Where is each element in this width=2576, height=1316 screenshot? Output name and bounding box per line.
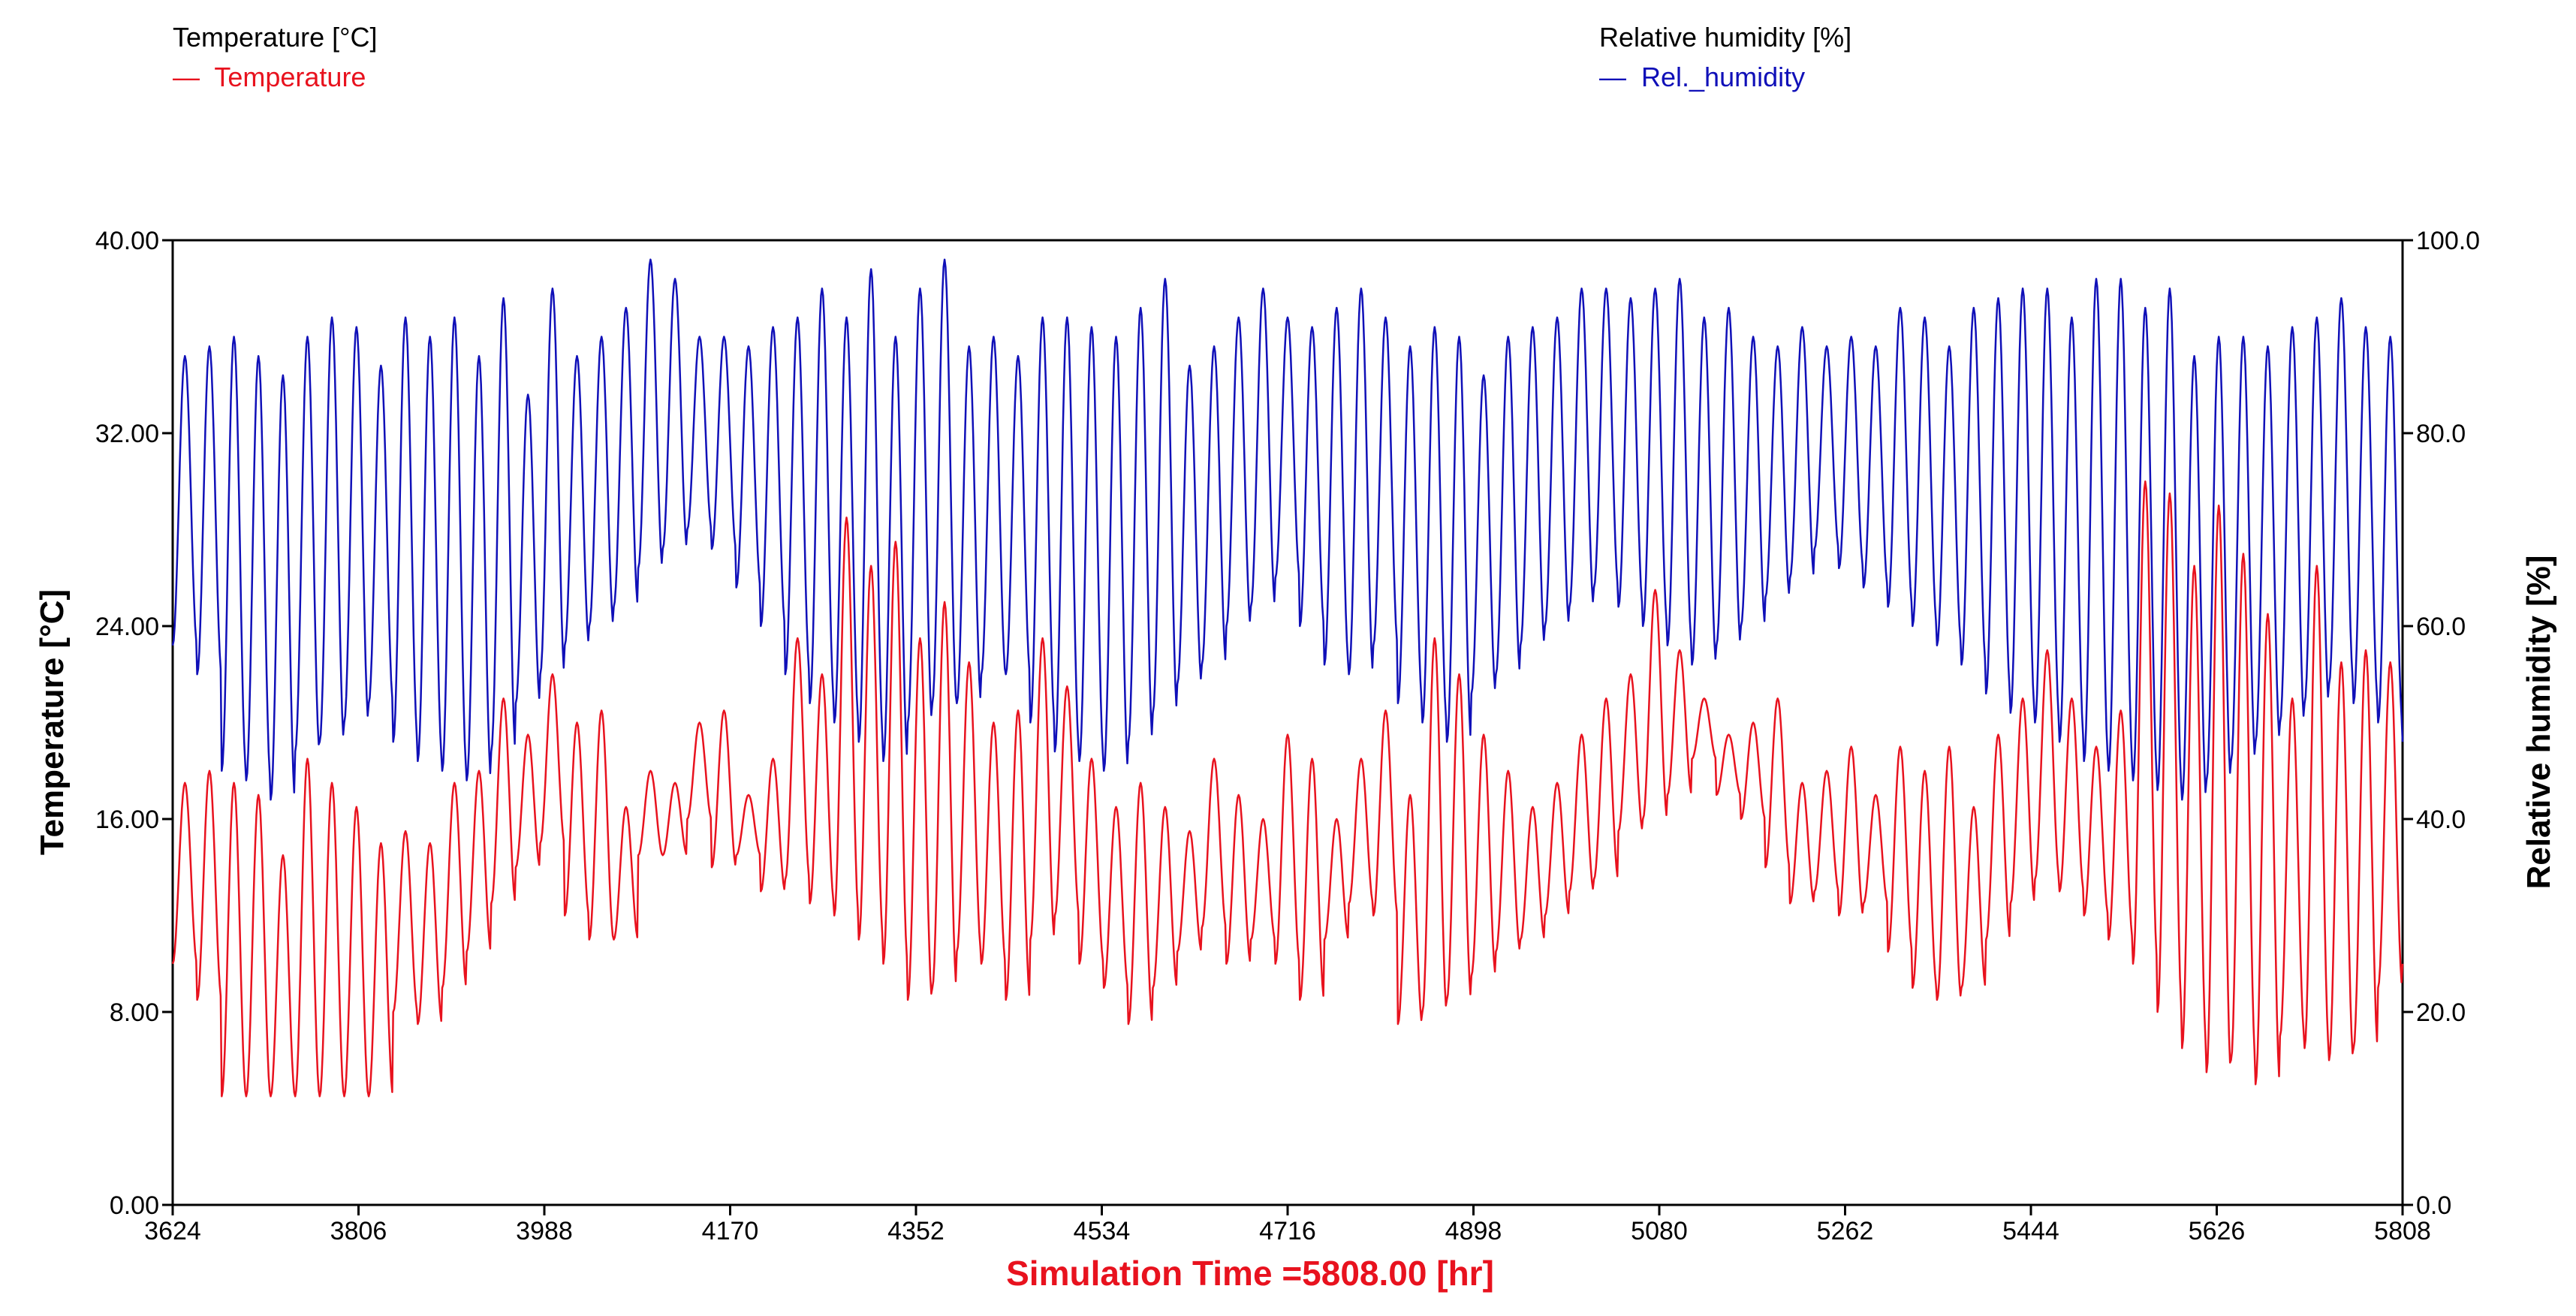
right-tick-label: 20.0 — [2416, 998, 2466, 1027]
plot-area — [171, 239, 2404, 1206]
legend-humidity-entry[interactable]: — Rel._humidity — [1599, 62, 1805, 92]
left-tick-label: 32.00 — [95, 420, 159, 448]
left-tick-label: 24.00 — [95, 613, 159, 641]
x-tick-label: 5080 — [1631, 1217, 1688, 1245]
x-tick-label: 5808 — [2374, 1217, 2431, 1245]
right-tick-label: 100.0 — [2416, 227, 2480, 255]
x-tick-label: 5262 — [1817, 1217, 1874, 1245]
x-tick-label: 3806 — [330, 1217, 387, 1245]
x-tick-label: 5444 — [2002, 1217, 2059, 1245]
x-tick-label: 4352 — [887, 1217, 945, 1245]
left-tick-label: 0.00 — [110, 1191, 159, 1220]
legend-humidity-line-symbol: — — [1599, 62, 1626, 92]
right-tick-label: 0.0 — [2416, 1191, 2451, 1220]
left-axis-title: Temperature [°C] — [34, 589, 71, 855]
left-y-axis: 0.00 8.00 16.00 24.00 32.00 40.00 — [95, 227, 173, 1220]
right-tick-label: 60.0 — [2416, 613, 2466, 641]
x-axis: 3624 3806 3988 4170 4352 4534 4716 4898 5080 5262… — [144, 1205, 2431, 1245]
humidity-series-line — [171, 258, 2404, 801]
x-tick-label: 5626 — [2189, 1217, 2246, 1245]
x-tick-label: 3624 — [144, 1217, 201, 1245]
legend-temperature-entry[interactable]: — Temperature — [173, 62, 366, 92]
temperature-series-line — [171, 480, 2404, 1098]
left-tick-label: 8.00 — [110, 998, 159, 1027]
right-tick-label: 80.0 — [2416, 420, 2466, 448]
left-tick-label: 16.00 — [95, 806, 159, 834]
right-axis-title: Relative humidity [%] — [2520, 556, 2557, 890]
right-y-axis: 0.0 20.0 40.0 60.0 80.0 100.0 — [2403, 227, 2480, 1220]
x-tick-label: 3988 — [516, 1217, 573, 1245]
legend-temperature-line-symbol: — — [173, 62, 200, 92]
x-tick-label: 4170 — [702, 1217, 759, 1245]
legend-temperature-label: Temperature — [214, 62, 366, 92]
legend-humidity-label: Rel._humidity — [1641, 62, 1805, 92]
x-tick-label: 4898 — [1445, 1217, 1502, 1245]
right-tick-label: 40.0 — [2416, 806, 2466, 834]
simulation-time-label: Simulation Time =5808.00 [hr] — [1006, 1254, 1494, 1293]
x-tick-label: 4716 — [1259, 1217, 1316, 1245]
legend-left-title: Temperature [°C] — [173, 22, 378, 53]
legend-right-title: Relative humidity [%] — [1599, 22, 1851, 53]
series-layer — [171, 258, 2404, 1098]
left-tick-label: 40.00 — [95, 227, 159, 255]
x-tick-label: 4534 — [1074, 1217, 1131, 1245]
